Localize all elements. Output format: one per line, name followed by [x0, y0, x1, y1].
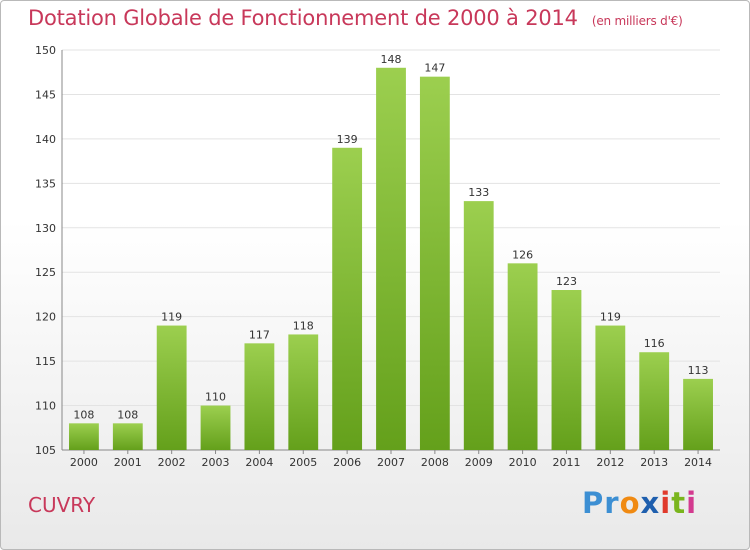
- logo-letter: P: [582, 486, 605, 520]
- bar-value-label: 117: [249, 328, 270, 341]
- y-tick-label: 140: [35, 133, 56, 146]
- y-tick-label: 105: [35, 444, 56, 457]
- bar: [551, 290, 582, 450]
- bar-value-label: 108: [73, 408, 94, 421]
- logo-letter: o: [619, 486, 641, 520]
- y-tick-label: 125: [35, 266, 56, 279]
- bar: [200, 405, 231, 450]
- bar: [595, 325, 626, 450]
- bar-value-label: 123: [556, 275, 577, 288]
- bar-value-label: 119: [161, 311, 182, 324]
- bar-value-label: 119: [600, 311, 621, 324]
- x-tick-label: 2003: [202, 456, 230, 469]
- bar-value-label: 148: [381, 53, 402, 66]
- y-tick-label: 130: [35, 222, 56, 235]
- bar: [288, 334, 319, 450]
- x-tick-label: 2001: [114, 456, 142, 469]
- bar: [463, 201, 494, 450]
- bar-value-label: 126: [512, 248, 533, 261]
- bar: [419, 76, 450, 451]
- chart-title: Dotation Globale de Fonctionnement de 20…: [28, 6, 683, 30]
- y-tick-label: 135: [35, 177, 56, 190]
- town-name: CUVRY: [28, 493, 96, 517]
- proxiti-logo: Proxiti: [582, 486, 697, 520]
- bar-value-label: 133: [468, 186, 489, 199]
- bar: [69, 423, 99, 450]
- x-tick-label: 2002: [158, 456, 186, 469]
- chart-subtitle: (en milliers d'€): [591, 14, 683, 28]
- logo-letter: i: [660, 486, 672, 520]
- bar-value-label: 139: [337, 133, 358, 146]
- chart-title-text: Dotation Globale de Fonctionnement de 20…: [28, 6, 578, 30]
- bar: [376, 67, 406, 451]
- bar: [156, 325, 187, 450]
- logo-letter: x: [640, 486, 661, 520]
- bar: [332, 147, 363, 450]
- bar-value-label: 147: [424, 62, 445, 75]
- y-tick-label: 145: [35, 88, 56, 101]
- y-tick-label: 110: [35, 400, 56, 413]
- logo-letter: r: [604, 486, 620, 520]
- bar-value-label: 118: [293, 319, 314, 332]
- bar: [112, 423, 143, 450]
- x-tick-label: 2008: [421, 456, 449, 469]
- x-tick-label: 2005: [289, 456, 317, 469]
- logo-letter: t: [671, 486, 687, 520]
- x-tick-label: 2006: [333, 456, 361, 469]
- bar-value-label: 110: [205, 391, 226, 404]
- bar: [507, 263, 538, 450]
- y-tick-label: 120: [35, 311, 56, 324]
- x-tick-label: 2011: [552, 456, 580, 469]
- y-tick-label: 115: [35, 355, 56, 368]
- x-tick-label: 2014: [684, 456, 712, 469]
- bar-value-label: 116: [644, 337, 665, 350]
- y-tick-label: 150: [35, 44, 56, 57]
- bar: [683, 378, 713, 450]
- bar-value-label: 108: [117, 408, 138, 421]
- bar-value-label: 113: [688, 364, 709, 377]
- x-tick-label: 2010: [509, 456, 537, 469]
- bar: [639, 352, 670, 450]
- x-tick-label: 2004: [245, 456, 273, 469]
- x-tick-label: 2007: [377, 456, 405, 469]
- logo-letter: i: [686, 486, 698, 520]
- x-tick-label: 2012: [596, 456, 624, 469]
- x-tick-label: 2000: [70, 456, 98, 469]
- x-tick-label: 2013: [640, 456, 668, 469]
- bar: [244, 343, 275, 450]
- x-tick-label: 2009: [465, 456, 493, 469]
